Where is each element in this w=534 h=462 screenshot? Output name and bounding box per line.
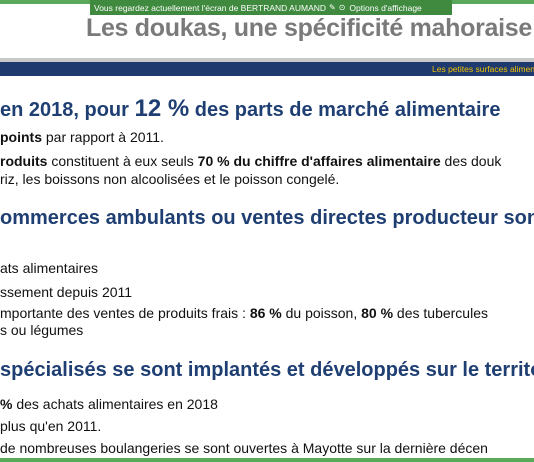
section3-line1-bold: % xyxy=(0,396,13,412)
section1-line2-end: des douk xyxy=(440,153,502,169)
section3-heading: spécialisés se sont implantés et dévelop… xyxy=(0,359,534,381)
section2-line3-end: des tubercules xyxy=(393,305,488,321)
section2-line3: mportante des ventes de produits frais :… xyxy=(0,305,488,321)
section1-line2-bold1: roduits xyxy=(0,153,48,169)
section2-line1: ats alimentaires xyxy=(0,260,99,276)
window-bottom-border xyxy=(0,458,534,462)
section3-line1-rest: des achats alimentaires en 2018 xyxy=(12,396,218,412)
section2-line3-pre: mportante des ventes de produits frais : xyxy=(0,305,250,321)
section2-line2: ssement depuis 2011 xyxy=(0,284,133,300)
section1-heading-highlight: 12 % xyxy=(134,95,190,122)
section1-line2-bold2: 70 % du chiffre d'affaires alimentaire xyxy=(197,153,441,169)
section1-heading: en 2018, pour 12 % des parts de marché a… xyxy=(0,95,500,123)
pin-icon[interactable]: ✎ xyxy=(329,3,336,12)
section2-line4: s ou légumes xyxy=(0,322,84,338)
section1-line1-bold: points xyxy=(0,129,42,145)
section1-line2-mid: constituent à eux seuls xyxy=(47,153,198,169)
section2-line3-mid: du poisson, xyxy=(281,305,362,321)
display-options-button[interactable]: Options d'affichage xyxy=(349,2,422,13)
section1-line1-rest: par rapport à 2011. xyxy=(42,129,164,145)
section1-heading-post: des parts de marché alimentaire xyxy=(189,99,501,121)
section2-line3-bold1: 86 % xyxy=(249,305,282,321)
header-subtitle: Les petites surfaces alimen xyxy=(432,64,534,74)
section1-line3: riz, les boissons non alcoolisées et le … xyxy=(0,171,340,187)
slide-title: Les doukas, une spécificité mahoraise xyxy=(85,14,532,42)
header-divider xyxy=(0,58,534,62)
section1-line2: roduits constituent à eux seuls 70 % du … xyxy=(0,153,501,169)
screen-share-bar: Vous regardez actuellement l'écran de BE… xyxy=(90,0,452,15)
settings-icon[interactable]: ⊙ xyxy=(338,3,346,12)
section1-heading-pre: en 2018, pour xyxy=(0,99,135,121)
section3-line3: de nombreuses boulangeries se sont ouver… xyxy=(0,440,488,456)
section1-line1: points par rapport à 2011. xyxy=(0,129,164,145)
share-message: Vous regardez actuellement l'écran de BE… xyxy=(94,2,327,13)
section2-heading: ommerces ambulants ou ventes directes pr… xyxy=(0,207,534,229)
section3-line1: % des achats alimentaires en 2018 xyxy=(0,396,218,412)
header-band: Les petites surfaces alimen xyxy=(0,62,534,76)
section2-line3-bold2: 80 % xyxy=(361,305,394,321)
section3-line2: plus qu'en 2011. xyxy=(0,418,102,434)
